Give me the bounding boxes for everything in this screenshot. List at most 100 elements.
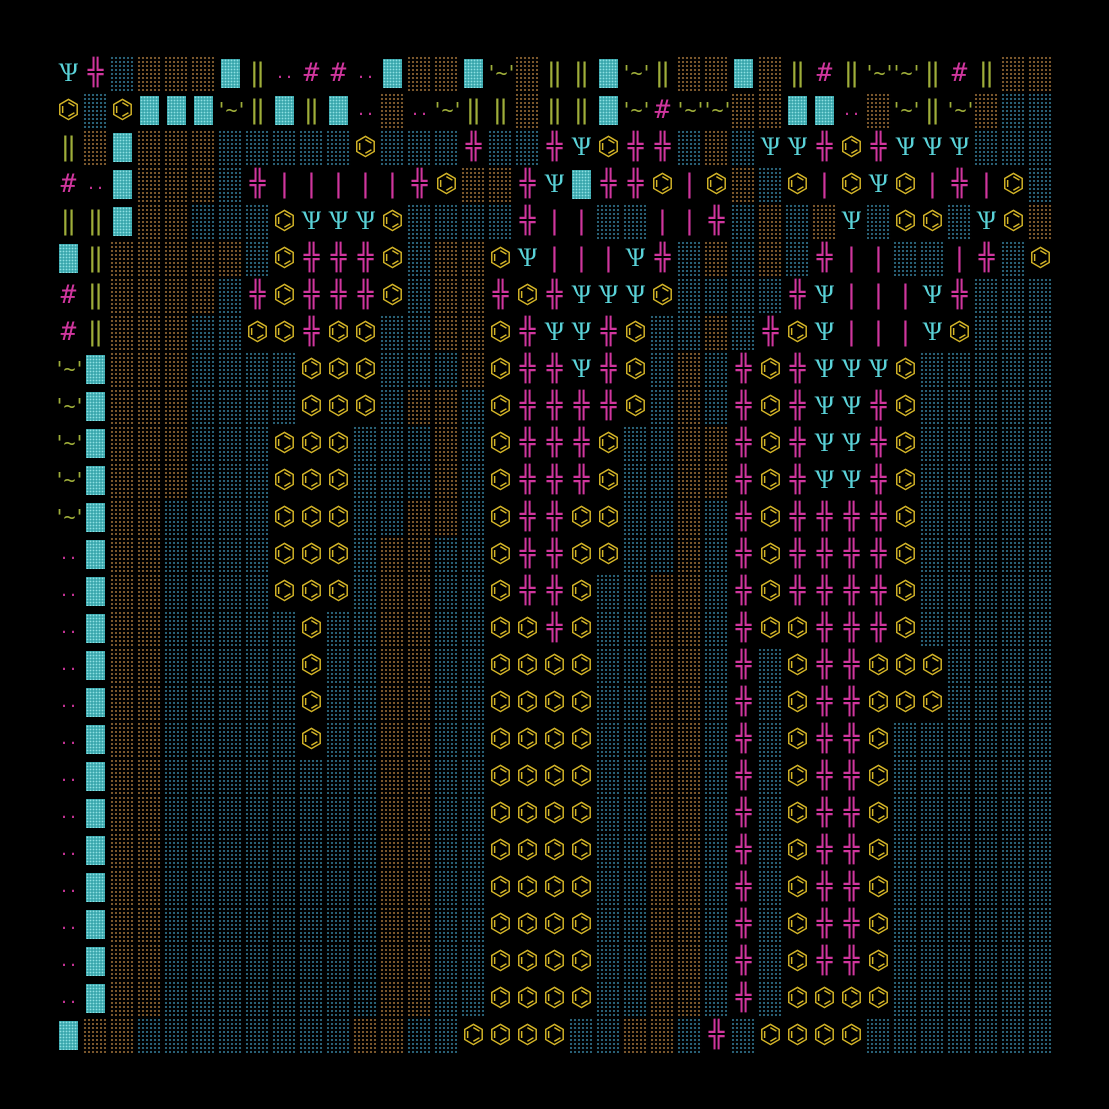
soil-dither-tile[interactable]	[136, 721, 163, 758]
soil-dither-tile[interactable]	[136, 388, 163, 425]
hash-glyph-tile[interactable]: #	[55, 166, 82, 203]
ocean-dither-tile[interactable]	[190, 721, 217, 758]
soil-dither-tile[interactable]	[676, 499, 703, 536]
ocean-dither-tile[interactable]	[190, 314, 217, 351]
ocean-dither-tile[interactable]	[460, 499, 487, 536]
cross-glyph-tile[interactable]: ╬	[514, 314, 541, 351]
soil-dither-tile[interactable]	[406, 684, 433, 721]
ocean-dither-tile[interactable]	[325, 647, 352, 684]
hex-tile-tile[interactable]: ⌬	[514, 869, 541, 906]
freshwater-block-tile[interactable]	[82, 795, 109, 832]
cross-glyph-tile[interactable]: ╬	[946, 166, 973, 203]
ocean-dither-tile[interactable]	[244, 388, 271, 425]
tilde-glyph-tile[interactable]: '~'	[620, 92, 652, 129]
tilde-glyph-tile[interactable]: '~'	[863, 55, 895, 92]
single-bar-glyph-tile[interactable]: |	[919, 166, 946, 203]
hex-tile-tile[interactable]: ⌬	[784, 906, 811, 943]
hex-tile-tile[interactable]: ⌬	[325, 573, 352, 610]
hex-tile-tile[interactable]: ⌬	[892, 203, 919, 240]
soil-dither-tile[interactable]	[379, 906, 406, 943]
soil-dither-tile[interactable]	[703, 129, 730, 166]
double-bar-glyph-tile[interactable]: ‖	[244, 55, 271, 92]
ocean-dither-tile[interactable]	[622, 758, 649, 795]
hex-tile-tile[interactable]: ⌬	[568, 684, 595, 721]
hex-tile-tile[interactable]: ⌬	[298, 388, 325, 425]
ocean-dither-tile[interactable]	[892, 869, 919, 906]
ocean-dither-tile[interactable]	[676, 240, 703, 277]
hash-glyph-tile[interactable]: #	[811, 55, 838, 92]
ocean-dither-tile[interactable]	[730, 129, 757, 166]
hex-tile-tile[interactable]: ⌬	[865, 832, 892, 869]
ocean-dither-tile[interactable]	[1027, 277, 1054, 314]
tilde-glyph-tile[interactable]: '~'	[431, 92, 463, 129]
cross-glyph-tile[interactable]: ╬	[784, 388, 811, 425]
cross-glyph-tile[interactable]: ╬	[514, 573, 541, 610]
soil-dither-tile[interactable]	[163, 277, 190, 314]
hex-tile-tile[interactable]: ⌬	[514, 610, 541, 647]
ocean-dither-tile[interactable]	[244, 906, 271, 943]
hex-tile-tile[interactable]: ⌬	[757, 388, 784, 425]
hex-tile-tile[interactable]: ⌬	[298, 351, 325, 388]
cross-glyph-tile[interactable]: ╬	[730, 758, 757, 795]
ocean-dither-tile[interactable]	[352, 869, 379, 906]
soil-dither-tile[interactable]	[676, 55, 703, 92]
single-bar-glyph-tile[interactable]: |	[541, 203, 568, 240]
ocean-dither-tile[interactable]	[325, 758, 352, 795]
ocean-dither-tile[interactable]	[325, 1017, 352, 1054]
ocean-dither-tile[interactable]	[1027, 647, 1054, 684]
double-bar-glyph-tile[interactable]: ‖	[568, 92, 595, 129]
soil-dither-tile[interactable]	[352, 1017, 379, 1054]
hex-tile-tile[interactable]: ⌬	[514, 647, 541, 684]
ocean-dither-tile[interactable]	[1000, 425, 1027, 462]
hex-tile-tile[interactable]: ⌬	[892, 610, 919, 647]
hex-tile-tile[interactable]: ⌬	[892, 684, 919, 721]
ocean-dither-tile[interactable]	[973, 425, 1000, 462]
ocean-dither-tile[interactable]	[1000, 462, 1027, 499]
soil-dither-tile[interactable]	[136, 129, 163, 166]
soil-dither-tile[interactable]	[757, 92, 784, 129]
ocean-dither-tile[interactable]	[703, 499, 730, 536]
ocean-dither-tile[interactable]	[757, 980, 784, 1017]
ocean-dither-tile[interactable]	[433, 536, 460, 573]
hex-tile-tile[interactable]: ⌬	[784, 758, 811, 795]
tilde-glyph-tile[interactable]: '~'	[674, 92, 706, 129]
ocean-dither-tile[interactable]	[973, 610, 1000, 647]
ocean-dither-tile[interactable]	[271, 129, 298, 166]
hex-tile-tile[interactable]: ⌬	[325, 462, 352, 499]
hex-tile-tile[interactable]: ⌬	[892, 499, 919, 536]
soil-dither-tile[interactable]	[379, 1017, 406, 1054]
ocean-dither-tile[interactable]	[1000, 129, 1027, 166]
hex-tile-tile[interactable]: ⌬	[568, 795, 595, 832]
cross-glyph-tile[interactable]: ╬	[811, 573, 838, 610]
ocean-dither-tile[interactable]	[406, 1017, 433, 1054]
hex-tile-tile[interactable]: ⌬	[892, 536, 919, 573]
ocean-dither-tile[interactable]	[271, 943, 298, 980]
cross-glyph-tile[interactable]: ╬	[838, 795, 865, 832]
trident-creature-tile[interactable]: Ѱ	[919, 277, 946, 314]
cross-glyph-tile[interactable]: ╬	[865, 388, 892, 425]
soil-dither-tile[interactable]	[703, 314, 730, 351]
cross-glyph-tile[interactable]: ╬	[730, 684, 757, 721]
ocean-dither-tile[interactable]	[298, 906, 325, 943]
soil-dither-tile[interactable]	[379, 832, 406, 869]
soil-dither-tile[interactable]	[676, 943, 703, 980]
hex-tile-tile[interactable]: ⌬	[865, 647, 892, 684]
ocean-dither-tile[interactable]	[892, 943, 919, 980]
soil-dither-tile[interactable]	[433, 499, 460, 536]
soil-dither-tile[interactable]	[136, 499, 163, 536]
ocean-dither-tile[interactable]	[1000, 684, 1027, 721]
soil-dither-tile[interactable]	[811, 203, 838, 240]
ocean-dither-tile[interactable]	[406, 314, 433, 351]
ocean-dither-tile[interactable]	[1027, 425, 1054, 462]
hex-tile-tile[interactable]: ⌬	[271, 536, 298, 573]
ocean-dither-tile[interactable]	[649, 425, 676, 462]
single-bar-glyph-tile[interactable]: |	[946, 240, 973, 277]
hex-tile-tile[interactable]: ⌬	[595, 536, 622, 573]
ocean-dither-tile[interactable]	[190, 610, 217, 647]
ocean-dither-tile[interactable]	[919, 536, 946, 573]
hex-tile-tile[interactable]: ⌬	[487, 943, 514, 980]
cross-glyph-tile[interactable]: ╬	[730, 980, 757, 1017]
soil-dither-tile[interactable]	[433, 462, 460, 499]
hex-tile-tile[interactable]: ⌬	[298, 499, 325, 536]
soil-dither-tile[interactable]	[406, 610, 433, 647]
